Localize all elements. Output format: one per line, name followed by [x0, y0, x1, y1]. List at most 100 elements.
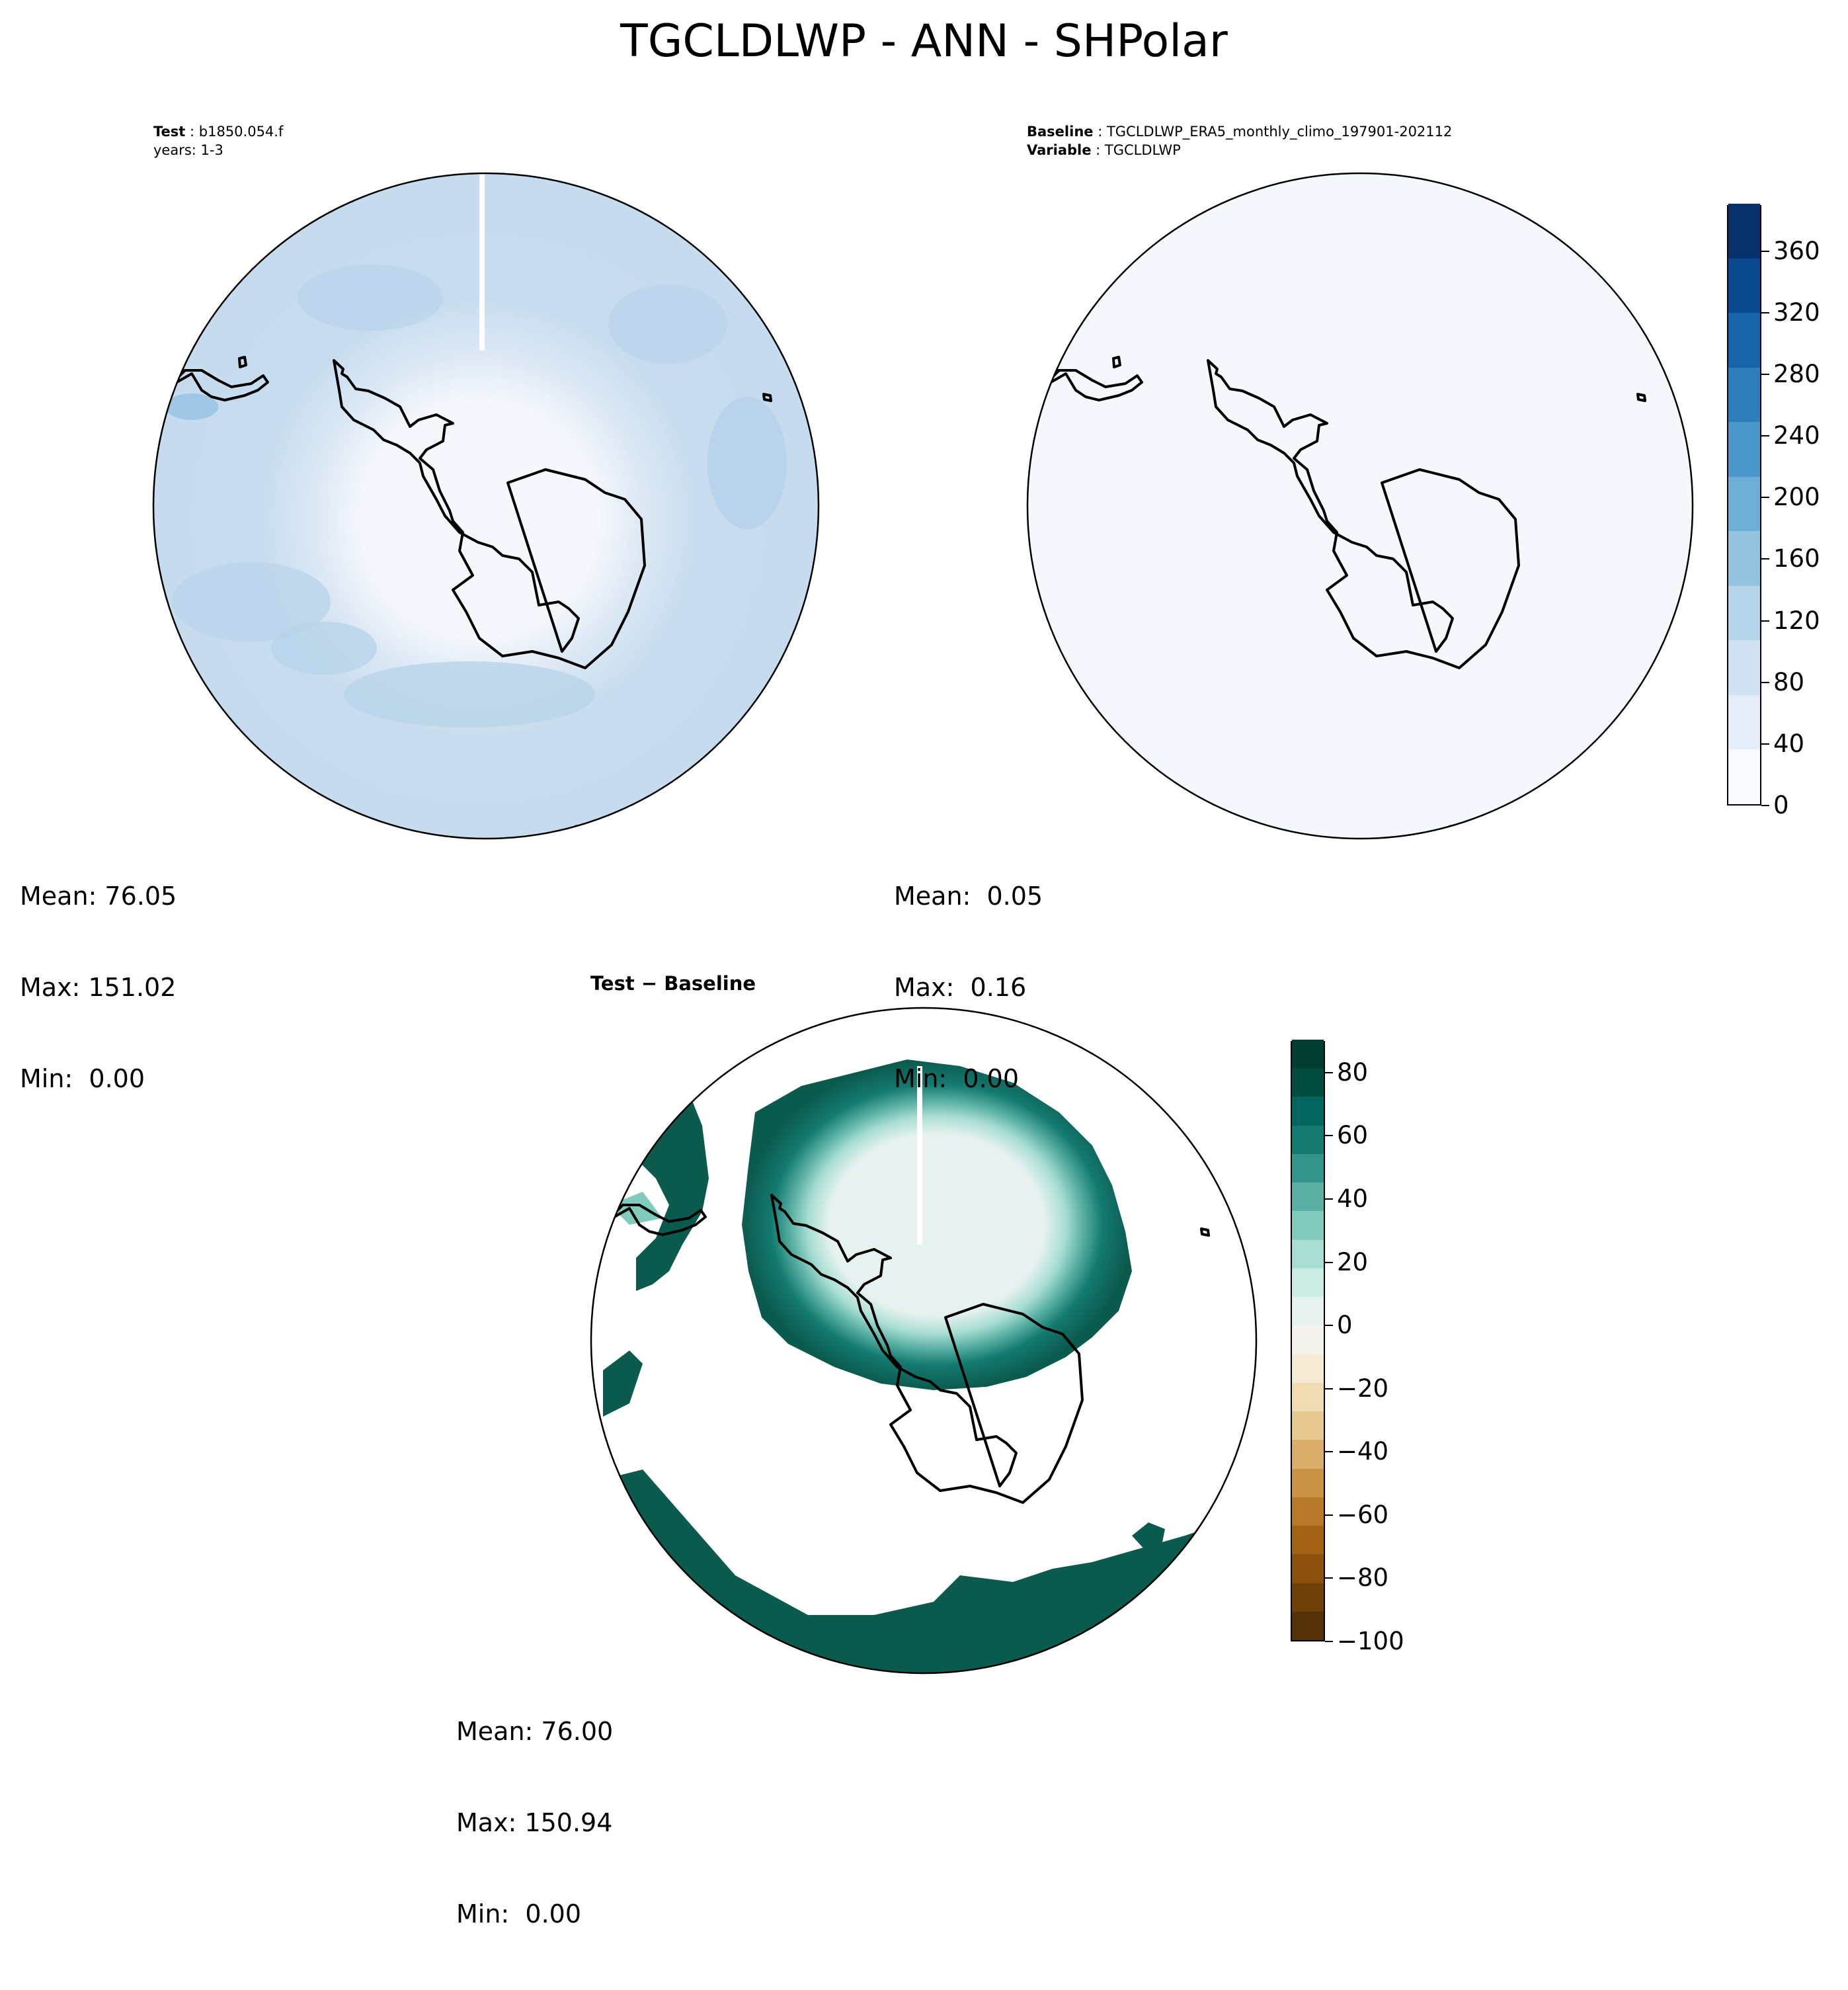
diff-colorbar-segment [1292, 1325, 1324, 1354]
diff-colorbar-tickmark [1325, 1135, 1333, 1137]
diff-colorbar-segment [1292, 1182, 1324, 1212]
diff-title: Test − Baseline [590, 972, 756, 995]
main-colorbar-tickmark [1761, 681, 1769, 683]
diff-colorbar-segment [1292, 1210, 1324, 1240]
main-colorbar-segment [1728, 203, 1760, 259]
test-header: Test : b1850.054.f [153, 124, 284, 140]
main-colorbar-segment [1728, 694, 1760, 750]
figure-title: TGCLDLWP - ANN - SHPolar [620, 15, 1228, 67]
diff-colorbar-tick-label: −60 [1337, 1500, 1389, 1529]
main-colorbar-segment [1728, 421, 1760, 477]
baseline-variable-line: Variable : TGCLDLWP [1027, 142, 1181, 158]
main-colorbar-tickmark [1761, 311, 1769, 313]
diff-map [590, 1007, 1258, 1675]
baseline-map [1026, 172, 1694, 840]
main-colorbar-tick-label: 320 [1773, 298, 1820, 327]
diff-colorbar-tick-label: −80 [1337, 1563, 1389, 1593]
diff-colorbar-segment [1292, 1096, 1324, 1126]
diff-colorbar-tickmark [1325, 1261, 1333, 1263]
diff-colorbar [1291, 1039, 1325, 1641]
south-america-coastline [1041, 369, 1143, 401]
baseline-mean: Mean: 0.05 [894, 882, 1043, 911]
main-colorbar-segment [1728, 312, 1760, 368]
main-colorbar-segment [1728, 258, 1760, 313]
diff-colorbar-tick-label: −40 [1337, 1437, 1389, 1466]
figure: TGCLDLWP - ANN - SHPolar Test : b1850.05… [20, 15, 1820, 1928]
diff-colorbar-tick-label: 20 [1337, 1247, 1369, 1276]
test-label: Test [153, 124, 186, 140]
variable-label: Variable [1027, 142, 1092, 158]
diff-colorbar-segment [1292, 1382, 1324, 1412]
diff-colorbar-tick-label: −20 [1337, 1374, 1389, 1403]
test-min: Min: 0.00 [20, 1064, 145, 1093]
main-colorbar-tick-label: 200 [1773, 483, 1820, 512]
main-colorbar-tick-label: 240 [1773, 421, 1820, 450]
diff-polar-cap [742, 1059, 1132, 1390]
main-colorbar-tick-label: 360 [1773, 236, 1820, 265]
baseline-stats: Mean: 0.05 Max: 0.16 Min: 0.00 [894, 820, 1043, 1155]
south-america-coastline [605, 1204, 707, 1236]
main-colorbar-segment [1728, 585, 1760, 641]
antarctica-coastline [770, 1194, 1084, 1504]
diff-colorbar-segment [1292, 1239, 1324, 1268]
diff-colorbar-segment [1292, 1554, 1324, 1583]
baseline-field [1027, 173, 1693, 839]
baseline-min: Min: 0.00 [894, 1064, 1019, 1093]
baseline-max: Max: 0.16 [894, 973, 1027, 1002]
diff-colorbar-tickmark [1325, 1198, 1333, 1200]
diff-colorbar-tickmark [1325, 1514, 1333, 1516]
test-map [152, 172, 820, 840]
diff-stats: Mean: 76.00 Max: 150.94 Min: 0.00 [456, 1655, 613, 1990]
baseline-header: Baseline : TGCLDLWP_ERA5_monthly_climo_1… [1027, 124, 1453, 140]
main-colorbar-tickmark [1761, 497, 1769, 499]
diff-southern-band [591, 1470, 1256, 1673]
test-stats: Mean: 76.05 Max: 151.02 Min: 0.00 [20, 820, 177, 1155]
main-colorbar-tick-label: 280 [1773, 360, 1820, 389]
diff-colorbar-segment [1292, 1583, 1324, 1612]
main-colorbar-tickmark [1761, 620, 1769, 622]
main-colorbar-tick-label: 160 [1773, 544, 1820, 573]
test-missing-seam [479, 173, 485, 351]
diff-colorbar-segment [1292, 1125, 1324, 1154]
main-colorbar-tick-label: 80 [1773, 667, 1805, 696]
baseline-label: Baseline [1027, 124, 1094, 140]
diff-map-boundary [590, 1007, 1258, 1675]
main-colorbar-tickmark [1761, 250, 1769, 252]
main-colorbar [1727, 203, 1761, 806]
main-colorbar-tickmark [1761, 743, 1769, 745]
main-colorbar-tickmark [1761, 805, 1769, 806]
diff-colorbar-segment [1292, 1268, 1324, 1298]
antarctica-coastline [1207, 359, 1520, 669]
diff-colorbar-tickmark [1325, 1641, 1333, 1642]
diff-colorbar-tick-label: 80 [1337, 1057, 1369, 1087]
diff-min: Min: 0.00 [456, 1899, 581, 1928]
diff-max: Max: 150.94 [456, 1808, 613, 1837]
diff-colorbar-tick-label: 60 [1337, 1121, 1369, 1150]
south-america-coastline [167, 369, 269, 401]
baseline-map-boundary [1026, 172, 1694, 840]
main-colorbar-segment [1728, 749, 1760, 804]
diff-colorbar-tick-label: 0 [1337, 1311, 1353, 1340]
diff-colorbar-tick-label: −100 [1337, 1627, 1404, 1655]
antarctica-coastline [333, 359, 646, 669]
diff-colorbar-segment [1292, 1067, 1324, 1097]
main-colorbar-tickmark [1761, 374, 1769, 376]
diff-colorbar-segment [1292, 1153, 1324, 1183]
diff-colorbar-tickmark [1325, 1577, 1333, 1579]
diff-colorbar-segment [1292, 1354, 1324, 1383]
diff-mean: Mean: 76.00 [456, 1717, 614, 1746]
test-case-name: b1850.054.f [198, 124, 284, 140]
baseline-case-name: TGCLDLWP_ERA5_monthly_climo_197901-20211… [1106, 124, 1453, 140]
main-colorbar-tick-label: 120 [1773, 606, 1820, 635]
main-colorbar-segment [1728, 367, 1760, 423]
diff-colorbar-segment [1292, 1611, 1324, 1640]
diff-colorbar-segment [1292, 1411, 1324, 1440]
diff-missing-seam [917, 1066, 922, 1245]
diff-colorbar-segment [1292, 1296, 1324, 1326]
variable-name: TGCLDLWP [1104, 142, 1181, 158]
diff-colorbar-segment [1292, 1039, 1324, 1069]
test-max: Max: 151.02 [20, 973, 177, 1002]
main-colorbar-tick-label: 0 [1773, 791, 1789, 819]
diff-colorbar-segment [1292, 1439, 1324, 1469]
test-map-boundary [152, 172, 820, 840]
